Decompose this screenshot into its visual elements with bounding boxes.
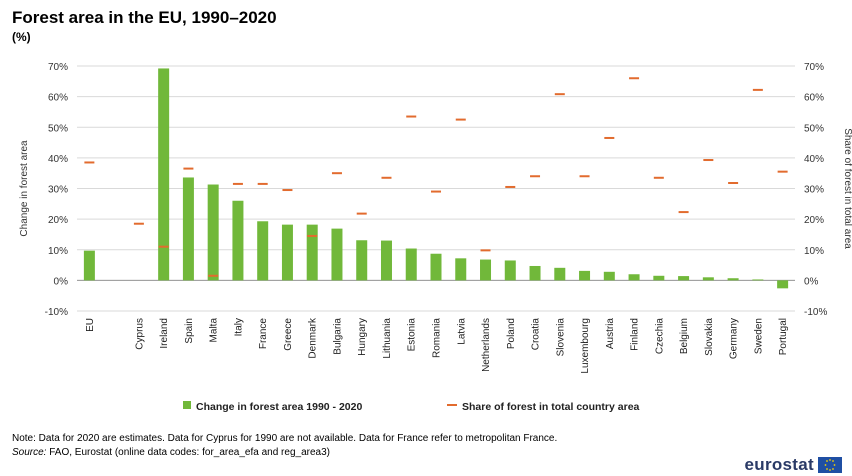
y-tick-label-left: 20%	[48, 215, 68, 226]
bar-change-forest-area	[504, 260, 516, 281]
bar-change-forest-area	[405, 248, 417, 281]
source-label: Source:	[12, 447, 47, 458]
x-tick-label: Spain	[184, 318, 195, 344]
bar-change-forest-area	[554, 267, 566, 281]
x-tick-label: EU	[85, 318, 96, 332]
x-tick-label: Slovenia	[555, 318, 566, 357]
chart-note: Note: Data for 2020 are estimates. Data …	[12, 433, 558, 444]
x-tick-label: Lithuania	[382, 318, 393, 359]
bar-change-forest-area	[603, 271, 615, 281]
y-tick-label-left: 50%	[48, 123, 68, 134]
x-tick-label: Ireland	[159, 318, 170, 349]
y-tick-label-right: 60%	[804, 93, 824, 104]
x-tick-label: Slovakia	[704, 318, 715, 356]
bar-change-forest-area	[653, 275, 665, 281]
x-tick-label: Cyprus	[134, 318, 145, 350]
y-tick-label-right: 70%	[804, 62, 824, 73]
bar-change-forest-area	[777, 280, 789, 289]
chart-title: Forest area in the EU, 1990–2020	[12, 8, 277, 27]
legend-label-marker: Share of forest in total country area	[462, 401, 640, 413]
source-text: FAO, Eurostat (online data codes: for_ar…	[46, 447, 330, 458]
x-tick-label: Romania	[432, 318, 443, 358]
eu-flag-icon	[818, 457, 842, 473]
x-tick-label: Germany	[729, 318, 740, 359]
x-tick-label: France	[258, 318, 269, 350]
y-tick-label-right: 50%	[804, 123, 824, 134]
bar-change-forest-area	[281, 224, 293, 281]
x-tick-label: Belgium	[679, 318, 690, 354]
y-tick-label-right: 40%	[804, 154, 824, 165]
eurostat-logo: eurostat	[745, 455, 842, 475]
bar-change-forest-area	[380, 240, 392, 281]
bar-change-forest-area	[752, 279, 764, 281]
y-tick-label-left: 0%	[54, 276, 69, 287]
bar-change-forest-area	[331, 228, 343, 281]
forest-area-chart: -10% -10% 0% 0% 10% 10% 20% 20% 30% 30% 40% 40% 50% 5…	[19, 62, 852, 413]
x-tick-label: Netherlands	[481, 318, 492, 372]
y-tick-label-left: 30%	[48, 185, 68, 196]
bar-change-forest-area	[455, 258, 467, 281]
x-tick-label: Malta	[209, 318, 220, 343]
y-tick-label-right: 20%	[804, 215, 824, 226]
y-tick-label-left: 70%	[48, 62, 68, 73]
x-tick-label: Luxembourg	[580, 318, 591, 374]
legend-swatch-bar	[183, 401, 191, 409]
bar-change-forest-area	[158, 68, 170, 281]
bar-change-forest-area	[579, 270, 591, 281]
x-tick-label: Portugal	[778, 318, 789, 355]
x-tick-label: Italy	[233, 318, 244, 336]
bar-change-forest-area	[529, 265, 541, 281]
x-tick-label: Hungary	[357, 318, 368, 356]
bar-change-forest-area	[356, 240, 368, 281]
bar-change-forest-area	[480, 259, 492, 281]
bar-change-forest-area	[232, 200, 244, 281]
y-tick-label-right: 10%	[804, 246, 824, 257]
x-tick-label: Bulgaria	[332, 318, 343, 355]
bar-change-forest-area	[207, 184, 219, 281]
y-tick-label-left: 40%	[48, 154, 68, 165]
bar-change-forest-area	[182, 177, 194, 281]
bar-change-forest-area	[727, 278, 739, 281]
y-tick-label-right: -10%	[804, 307, 827, 318]
x-tick-label: Austria	[605, 318, 616, 350]
chart-unit: (%)	[12, 30, 31, 44]
x-tick-label: Estonia	[407, 318, 418, 352]
y-axis-title-right: Share of forest in total area	[842, 128, 852, 249]
x-tick-label: Czechia	[654, 318, 665, 355]
x-tick-label: Sweden	[753, 318, 764, 354]
y-tick-label-left: -10%	[45, 307, 68, 318]
y-tick-label-left: 60%	[48, 93, 68, 104]
y-axis-title-left: Change in forest area	[19, 140, 30, 237]
bar-change-forest-area	[306, 224, 318, 281]
x-tick-label: Croatia	[531, 318, 542, 351]
legend-label-bar: Change in forest area 1990 - 2020	[196, 401, 362, 413]
x-tick-label: Poland	[506, 318, 517, 349]
x-tick-label: Denmark	[308, 317, 319, 359]
bar-change-forest-area	[83, 250, 95, 281]
x-tick-label: Latvia	[456, 318, 467, 345]
logo-text: eurostat	[744, 455, 814, 474]
y-tick-label-right: 0%	[804, 276, 819, 287]
bar-change-forest-area	[257, 221, 269, 281]
bar-change-forest-area	[678, 276, 690, 281]
y-tick-label-right: 30%	[804, 185, 824, 196]
y-tick-label-left: 10%	[48, 246, 68, 257]
x-tick-label: Greece	[283, 318, 294, 351]
x-tick-label: Finland	[630, 318, 641, 351]
chart-source: Source: FAO, Eurostat (online data codes…	[12, 447, 330, 458]
bar-change-forest-area	[702, 277, 714, 281]
bar-change-forest-area	[430, 253, 442, 281]
bar-change-forest-area	[628, 274, 640, 281]
